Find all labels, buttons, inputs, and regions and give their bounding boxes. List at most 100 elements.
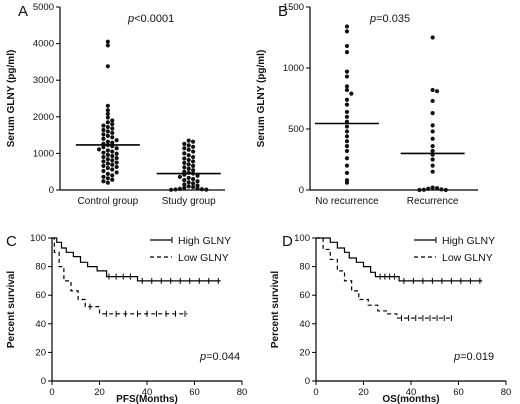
data-point xyxy=(101,127,106,133)
panel-letter: C xyxy=(6,233,17,250)
data-point xyxy=(186,175,191,181)
category-label: Study group xyxy=(162,196,216,207)
data-point xyxy=(344,24,350,29)
data-point xyxy=(105,171,110,176)
data-point xyxy=(430,169,435,174)
x-tick-label: 40 xyxy=(406,387,417,398)
panel-letter: B xyxy=(278,3,288,20)
data-point xyxy=(105,111,110,116)
survival-curve xyxy=(316,237,483,282)
data-point xyxy=(186,180,191,185)
data-point xyxy=(105,148,110,153)
panel-c: C 0 20 40 60 80 100 Percent survival p=0.044 0 20 4… xyxy=(6,233,247,404)
data-point xyxy=(182,141,187,146)
p-value: p=0.044 xyxy=(199,351,240,363)
survival-curve xyxy=(52,237,221,282)
data-point xyxy=(110,167,115,172)
y-tick-label: 60 xyxy=(299,290,310,301)
data-point xyxy=(101,163,106,168)
x-tick-label: 20 xyxy=(94,387,105,398)
y-tick-label: 1500 xyxy=(283,2,304,13)
y-tick-label: 80 xyxy=(299,262,310,273)
data-point xyxy=(182,178,187,183)
data-point xyxy=(344,148,350,154)
data-point xyxy=(421,187,426,192)
data-point xyxy=(191,159,196,164)
data-point xyxy=(110,173,115,178)
data-point xyxy=(110,130,115,136)
data-point xyxy=(182,156,187,161)
data-point xyxy=(105,161,110,166)
data-point xyxy=(191,181,196,186)
panel-letter: A xyxy=(18,3,28,20)
data-point xyxy=(195,186,200,191)
y-tick-label: 0 xyxy=(299,185,304,196)
data-point xyxy=(430,185,435,190)
panel-d: D 0 20 40 60 80 100 Percent survival p=0.019 0 20 4… xyxy=(270,233,511,404)
survival-curve xyxy=(316,237,452,319)
data-point xyxy=(105,39,110,44)
data-point xyxy=(430,98,435,104)
x-axis-title: PFS(Months) xyxy=(116,394,178,404)
data-point xyxy=(101,168,106,174)
data-point xyxy=(173,187,178,192)
data-point xyxy=(169,187,174,192)
data-point xyxy=(430,163,435,168)
data-point xyxy=(110,118,115,123)
data-point xyxy=(110,177,115,182)
data-point xyxy=(191,184,196,190)
data-point xyxy=(191,176,196,182)
data-point xyxy=(191,139,196,144)
data-point xyxy=(344,163,350,168)
data-point xyxy=(186,153,191,158)
data-point xyxy=(344,50,350,55)
legend-label: Low GLNY xyxy=(178,252,229,264)
data-point xyxy=(434,89,440,94)
data-point xyxy=(101,174,106,179)
p-value-symbol: p xyxy=(369,13,376,25)
y-tick-label: 0 xyxy=(41,376,46,387)
p-value-symbol: p xyxy=(199,351,206,363)
y-tick-label: 3000 xyxy=(33,75,54,86)
x-tick-label: 60 xyxy=(453,387,464,398)
data-point xyxy=(110,153,115,159)
data-point xyxy=(186,184,191,189)
data-point xyxy=(105,108,110,113)
data-point xyxy=(101,179,106,184)
x-tick-label: 0 xyxy=(313,387,318,398)
y-tick-label: 40 xyxy=(299,319,310,330)
legend-label: High GLNY xyxy=(178,235,231,247)
x-tick-label: 60 xyxy=(189,387,200,398)
p-value-symbol: p xyxy=(453,351,460,363)
y-tick-label: 20 xyxy=(35,347,46,358)
data-point xyxy=(191,149,196,154)
legend-label: Low GLNY xyxy=(442,252,493,264)
y-tick-label: 80 xyxy=(35,262,46,273)
data-point xyxy=(114,160,119,165)
p-value-number: =0.019 xyxy=(460,351,494,363)
y-tick-label: 500 xyxy=(288,124,304,135)
data-point xyxy=(186,166,191,171)
x-tick-label: 80 xyxy=(237,387,248,398)
panel-a: A 0 1000 2000 3000 4000 5000 Serum GLNY (pg/ml)… xyxy=(6,2,225,207)
data-point xyxy=(430,148,435,154)
data-point xyxy=(105,64,110,69)
p-value-number: <0.0001 xyxy=(134,13,174,25)
data-point xyxy=(430,129,435,134)
data-point xyxy=(105,115,110,120)
y-axis-title: Serum GLNY (pg/ml) xyxy=(256,50,267,148)
data-point xyxy=(182,165,187,170)
data-point xyxy=(344,29,350,34)
data-point xyxy=(344,180,350,185)
data-point xyxy=(344,156,350,161)
data-point xyxy=(177,174,182,179)
data-point xyxy=(344,97,350,102)
data-point xyxy=(114,156,119,161)
data-point xyxy=(101,136,106,141)
data-point xyxy=(114,151,119,156)
data-point xyxy=(182,182,187,187)
data-point xyxy=(105,157,110,162)
y-tick-label: 100 xyxy=(294,233,310,244)
data-point xyxy=(105,124,110,130)
